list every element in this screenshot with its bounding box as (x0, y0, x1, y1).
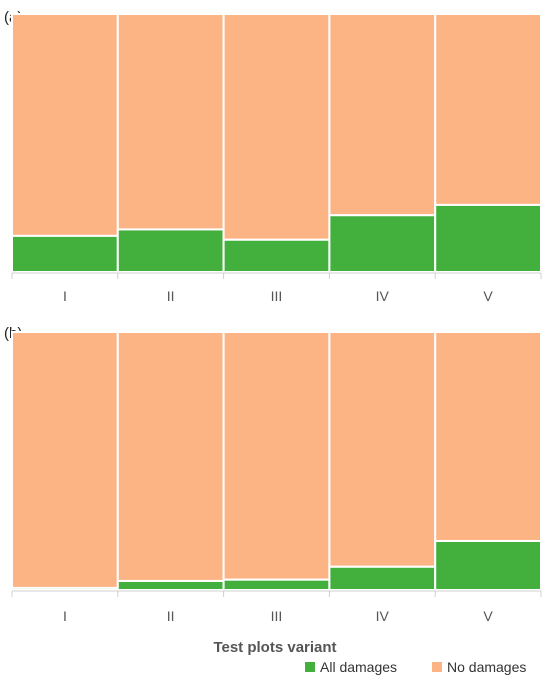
panel-b-bar-all-damages-I (11, 586, 119, 591)
panel-a-bar-all-damages-II (116, 228, 225, 273)
panel-b-bar-all-damages-II (116, 579, 225, 591)
panel-a-bar-all-damages-III (222, 238, 331, 273)
panel-a-tick-label-I: I (63, 288, 67, 304)
panel-a-bar-all-damages-I (11, 234, 119, 274)
legend-swatch-all-damages (305, 662, 315, 672)
panel-a-bar-no-damages-IV (328, 13, 437, 217)
panel-a-tick-label-III: III (271, 288, 283, 304)
legend-label-no-damages: No damages (447, 659, 526, 675)
x-axis-label: Test plots variant (213, 639, 336, 656)
panel-b-bar-all-damages-IV (328, 565, 437, 592)
panel-b-tick-label-III: III (271, 608, 283, 624)
panel-b-bar-no-damages-V (434, 331, 543, 542)
legend: All damages No damages (305, 659, 526, 675)
panel-a-tick-label-II: II (167, 288, 175, 304)
panel-a-bar-all-damages-V (434, 203, 543, 273)
legend-swatch-no-damages (432, 662, 442, 672)
panel-a-tick-label-IV: IV (376, 288, 390, 304)
panel-b-tick-label-V: V (483, 608, 493, 624)
panel-b-bar-no-damages-I (11, 331, 119, 589)
panel-a-tick-label-V: V (483, 288, 493, 304)
panel-b-bar-no-damages-III (222, 331, 331, 581)
panel-b-bar-no-damages-IV (328, 331, 437, 568)
panel-b-tick-label-II: II (167, 608, 175, 624)
panel-b-bar-all-damages-III (222, 578, 331, 591)
panel-a-bar-no-damages-II (116, 13, 225, 231)
panel-a-bar-no-damages-I (11, 13, 119, 237)
legend-label-all-damages: All damages (320, 659, 397, 675)
panel-a-bar-no-damages-V (434, 13, 543, 206)
panel-a-bar-no-damages-III (222, 13, 331, 241)
panel-b-tick-label-IV: IV (376, 608, 390, 624)
panel-a-bar-all-damages-IV (328, 214, 437, 274)
panel-b-tick-label-I: I (63, 608, 67, 624)
panel-b-bar-no-damages-II (116, 331, 225, 582)
panel-b-bar-all-damages-V (434, 539, 543, 591)
